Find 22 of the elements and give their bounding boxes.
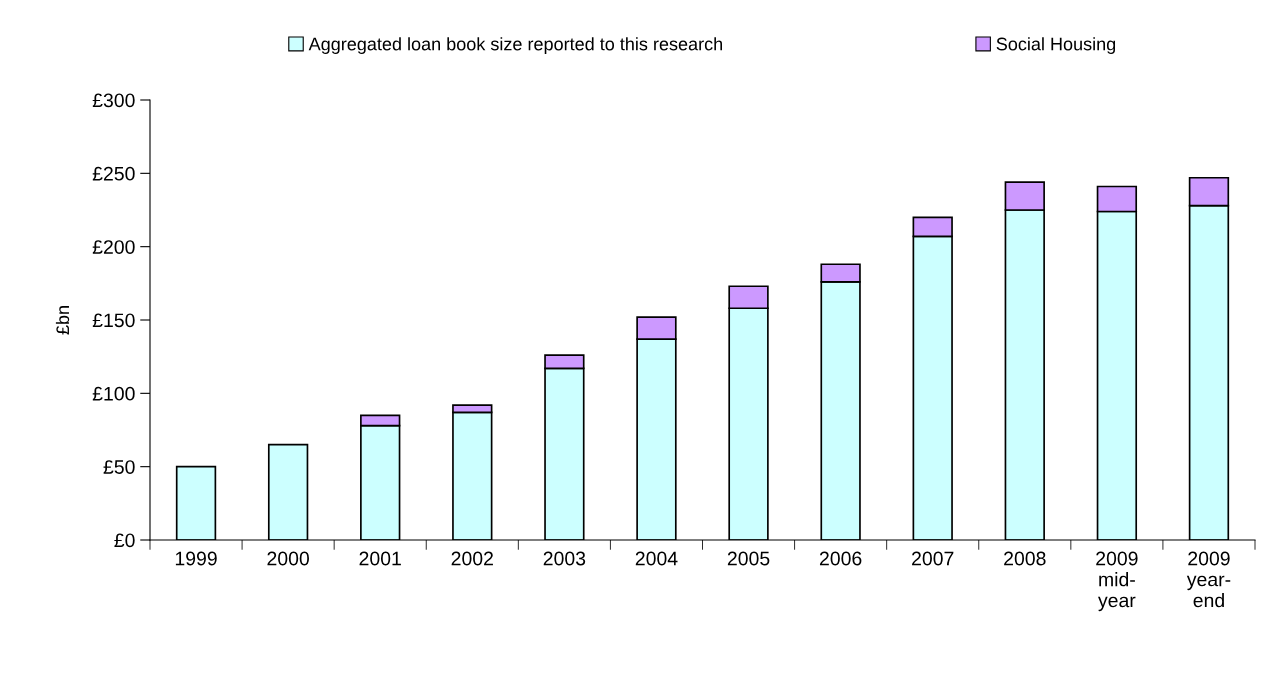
x-tick-label: 2002 <box>451 551 493 566</box>
x-tick-label: 2006 <box>819 551 862 566</box>
x-tick-label: 2005 <box>727 551 770 566</box>
x-tick-label: 2003 <box>543 551 586 566</box>
x-tick-label: 2001 <box>359 551 401 566</box>
x-tick-label: 2008 <box>1004 551 1046 566</box>
legend-label: Social Housing <box>996 37 1116 54</box>
x-tick-label: 2009 mid- year <box>1096 551 1138 612</box>
x-tick-label: 1999 <box>175 551 217 566</box>
x-tick-label: 2000 <box>267 551 309 566</box>
y-tick-label: £300 <box>92 93 135 108</box>
y-tick-label: £0 <box>114 533 135 548</box>
y-tick-label: £150 <box>92 313 135 328</box>
x-tick-label: 2007 <box>912 551 954 566</box>
x-tick-label: 2009 year- end <box>1186 551 1231 608</box>
y-tick-label: £100 <box>92 386 135 401</box>
y-axis-title: £bn <box>55 306 70 335</box>
x-tick-label: 2004 <box>635 551 678 566</box>
legend-label: Aggregated loan book size reported to this research <box>308 37 722 54</box>
y-tick-label: £50 <box>103 460 135 474</box>
y-tick-label: £200 <box>92 240 135 254</box>
y-tick-label: £250 <box>92 166 135 181</box>
